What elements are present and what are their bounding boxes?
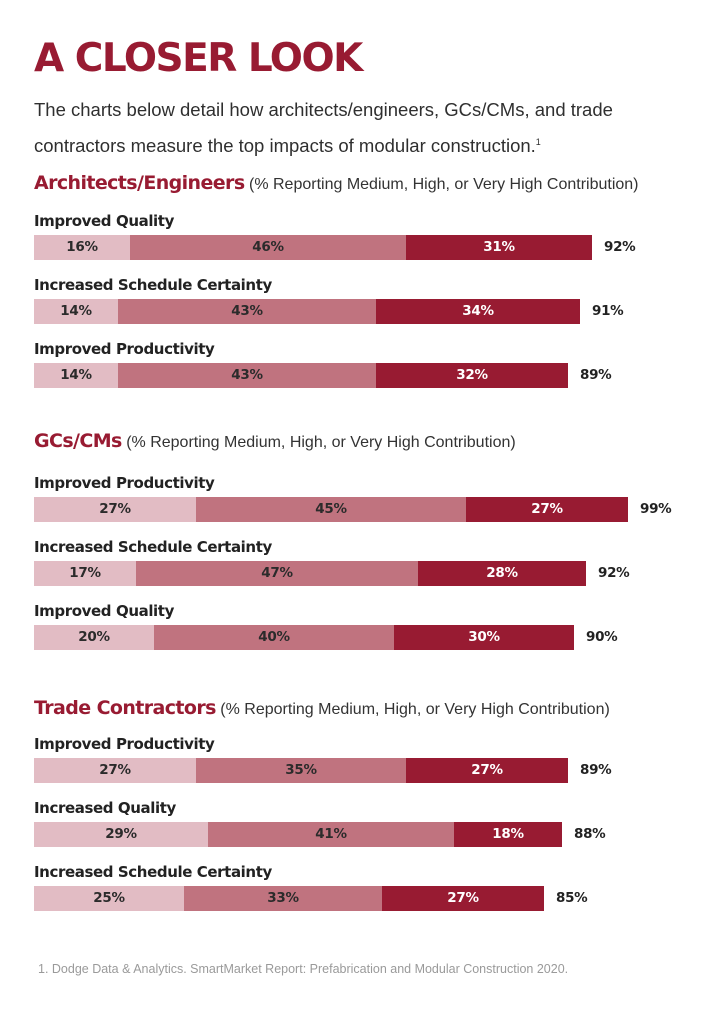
bar-segment: 31%: [406, 235, 592, 260]
chart-subtitle: (% Reporting Medium, High, or Very High …: [121, 434, 516, 451]
bar-segment: 30%: [394, 625, 574, 650]
bar-segment: 14%: [34, 363, 118, 388]
stacked-bar: 25% 33% 27%: [34, 886, 544, 911]
bar-segment: 40%: [154, 625, 394, 650]
chart-header: GCs/CMs (% Reporting Medium, High, or Ve…: [34, 430, 516, 452]
bar-segment: 33%: [184, 886, 382, 911]
category-label: Improved Productivity: [34, 474, 215, 492]
total-label: 90%: [586, 629, 618, 645]
stacked-bar: 17% 47% 28%: [34, 561, 586, 586]
chart-subtitle: (% Reporting Medium, High, or Very High …: [244, 176, 639, 193]
bar-segment: 45%: [196, 497, 466, 522]
bar-row: Improved Productivity 14% 43% 32% 89%: [34, 340, 714, 400]
category-label: Improved Productivity: [34, 735, 215, 753]
bar-segment: 27%: [406, 758, 568, 783]
chart-title: GCs/CMs: [34, 430, 122, 452]
total-label: 89%: [580, 367, 612, 383]
total-label: 91%: [592, 303, 624, 319]
stacked-bar: 29% 41% 18%: [34, 822, 562, 847]
intro-text: The charts below detail how architects/e…: [34, 94, 694, 162]
category-label: Improved Quality: [34, 212, 174, 230]
category-label: Increased Quality: [34, 799, 176, 817]
total-label: 92%: [604, 239, 636, 255]
total-label: 88%: [574, 826, 606, 842]
chart-title: Trade Contractors: [34, 697, 216, 719]
bar-row: Increased Schedule Certainty 14% 43% 34% 91%: [34, 276, 714, 336]
bar-row: Increased Quality 29% 41% 18% 88%: [34, 799, 714, 859]
bar-segment: 46%: [130, 235, 406, 260]
bar-segment: 35%: [196, 758, 406, 783]
footnote: 1. Dodge Data & Analytics. SmartMarket R…: [38, 962, 569, 976]
bar-segment: 32%: [376, 363, 568, 388]
stacked-bar: 20% 40% 30%: [34, 625, 574, 650]
bar-segment: 20%: [34, 625, 154, 650]
chart-title: Architects/Engineers: [34, 172, 245, 194]
bar-segment: 18%: [454, 822, 562, 847]
bar-segment: 43%: [118, 363, 376, 388]
bar-segment: 34%: [376, 299, 580, 324]
page-title: A CLOSER LOOK: [34, 36, 363, 81]
bar-segment: 27%: [466, 497, 628, 522]
category-label: Improved Quality: [34, 602, 174, 620]
bar-segment: 14%: [34, 299, 118, 324]
bar-segment: 16%: [34, 235, 130, 260]
total-label: 92%: [598, 565, 630, 581]
intro-body: The charts below detail how architects/e…: [34, 99, 613, 157]
stacked-bar: 27% 45% 27%: [34, 497, 628, 522]
bar-segment: 25%: [34, 886, 184, 911]
category-label: Increased Schedule Certainty: [34, 276, 272, 294]
bar-segment: 41%: [208, 822, 454, 847]
stacked-bar: 16% 46% 31%: [34, 235, 592, 260]
stacked-bar: 14% 43% 32%: [34, 363, 568, 388]
bar-segment: 27%: [34, 497, 196, 522]
bar-segment: 47%: [136, 561, 418, 586]
footnote-reference: 1: [535, 137, 541, 147]
bar-segment: 17%: [34, 561, 136, 586]
total-label: 85%: [556, 890, 588, 906]
bar-row: Improved Productivity 27% 35% 27% 89%: [34, 735, 714, 795]
bar-segment: 27%: [34, 758, 196, 783]
bar-segment: 27%: [382, 886, 544, 911]
chart-subtitle: (% Reporting Medium, High, or Very High …: [215, 701, 610, 718]
stacked-bar: 27% 35% 27%: [34, 758, 568, 783]
bar-segment: 28%: [418, 561, 586, 586]
bar-row: Increased Schedule Certainty 17% 47% 28% 92%: [34, 538, 714, 598]
category-label: Improved Productivity: [34, 340, 215, 358]
stacked-bar: 14% 43% 34%: [34, 299, 580, 324]
category-label: Increased Schedule Certainty: [34, 863, 272, 881]
chart-header: Architects/Engineers (% Reporting Medium…: [34, 172, 639, 194]
bar-row: Improved Quality 16% 46% 31% 92%: [34, 212, 714, 272]
bar-row: Improved Quality 20% 40% 30% 90%: [34, 602, 714, 662]
chart-header: Trade Contractors (% Reporting Medium, H…: [34, 697, 610, 719]
total-label: 99%: [640, 501, 672, 517]
total-label: 89%: [580, 762, 612, 778]
category-label: Increased Schedule Certainty: [34, 538, 272, 556]
bar-row: Increased Schedule Certainty 25% 33% 27% 85%: [34, 863, 714, 923]
bar-segment: 29%: [34, 822, 208, 847]
bar-segment: 43%: [118, 299, 376, 324]
bar-row: Improved Productivity 27% 45% 27% 99%: [34, 474, 714, 534]
